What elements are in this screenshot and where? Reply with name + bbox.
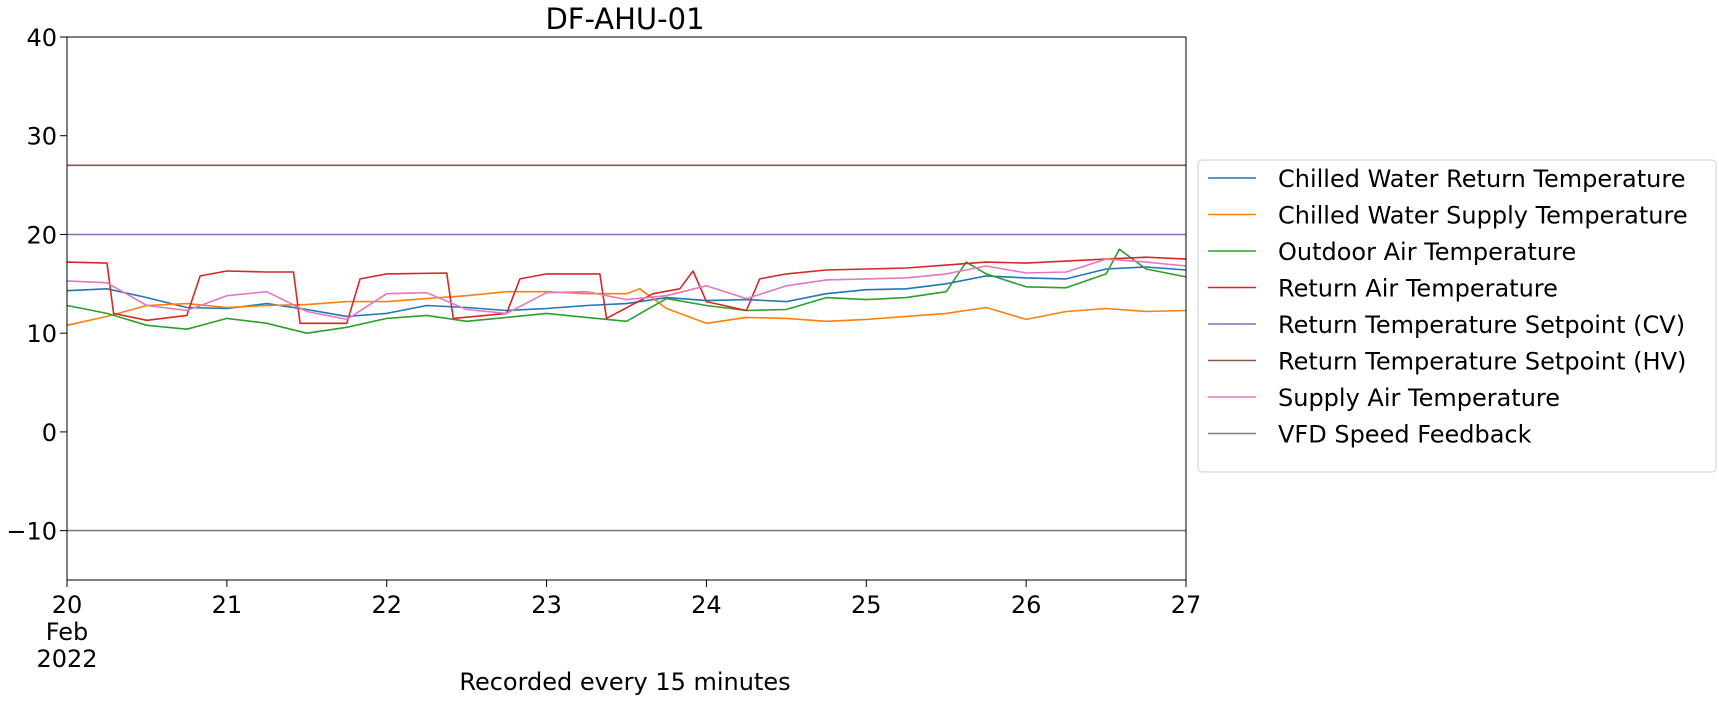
legend-entry: Return Temperature Setpoint (CV) [1278,311,1685,339]
legend-box [1197,159,1717,473]
legend-entry: Return Temperature Setpoint (HV) [1278,348,1686,376]
y-tick-label: 40 [26,24,57,52]
chart-title: DF-AHU-01 [545,2,704,36]
legend-entry: Outdoor Air Temperature [1278,238,1576,266]
series-line-7 [66,258,1187,321]
series-line-4 [66,256,1187,325]
x-tick-label: 26 [1011,591,1042,619]
x-tick-label: 23 [531,591,562,619]
legend-entry: Supply Air Temperature [1278,384,1560,412]
legend-entry: Return Air Temperature [1278,275,1558,303]
x-tick-label: 24 [691,591,722,619]
plot-frame [66,36,1187,581]
series-line-1 [66,266,1187,318]
x-tick-sublabel: Feb [46,618,89,646]
x-axis-label: Recorded every 15 minutes [459,668,790,696]
y-tick-label: −10 [6,518,57,546]
series-line-3 [66,248,1187,335]
legend-entry: Chilled Water Return Temperature [1278,165,1685,193]
plot-area [66,164,1187,532]
series-line-2 [66,287,1187,327]
legend-entry: Chilled Water Supply Temperature [1278,202,1688,230]
x-tick-sublabel: 2022 [36,645,97,673]
y-tick-label: 30 [26,123,57,151]
x-tick-label: 22 [371,591,402,619]
x-tick-label: 25 [851,591,882,619]
legend: Chilled Water Return Temperature Chilled … [1197,159,1717,473]
legend-entry: VFD Speed Feedback [1278,421,1532,449]
y-tick-label: 10 [26,320,57,348]
y-tick-label: 0 [42,419,57,447]
y-tick-label: 20 [26,221,57,249]
x-tick-label: 20 [52,591,83,619]
x-tick-label: 27 [1171,591,1202,619]
x-tick-label: 21 [212,591,243,619]
